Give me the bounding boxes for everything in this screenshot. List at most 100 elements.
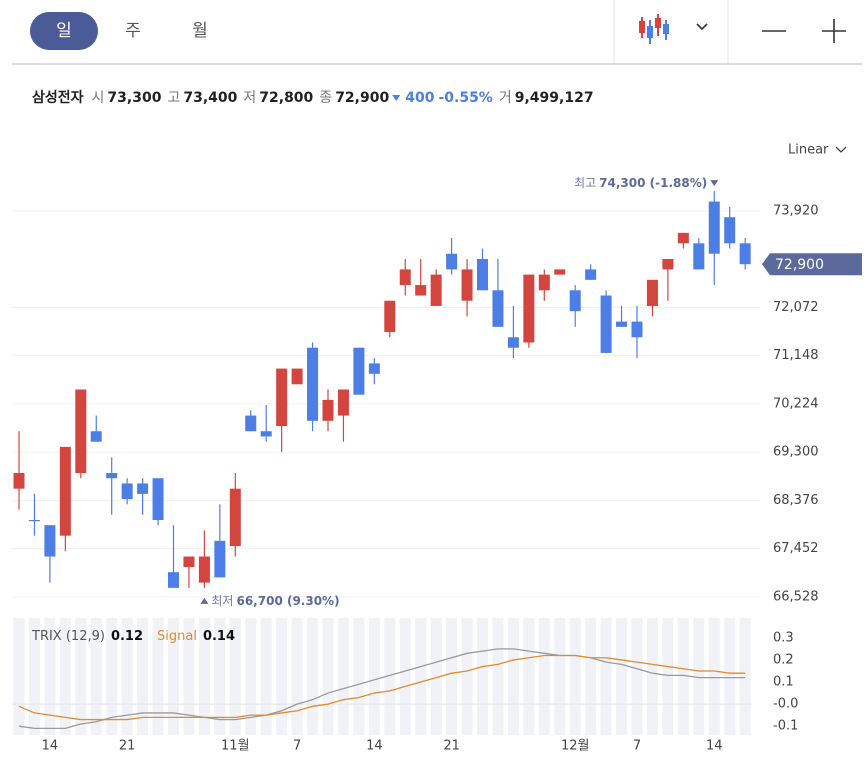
scale-chevron[interactable] [835, 146, 847, 153]
x-tick-label: 14 [706, 739, 723, 754]
candle-body [90, 431, 102, 442]
field-value: 73,300 [107, 90, 161, 106]
candle-body [198, 556, 210, 583]
legend: TRIX (12,9) 0.12 Signal 0.14 [31, 629, 235, 644]
x-tick-label: 7 [293, 739, 301, 754]
column-band [276, 618, 288, 735]
column-band [600, 618, 612, 735]
column-band [554, 618, 566, 735]
candle-body [137, 483, 149, 494]
column-band [507, 618, 519, 735]
zoom-in[interactable] [822, 19, 846, 43]
candle-body [631, 321, 643, 338]
column-band [121, 618, 133, 735]
column-band [724, 618, 736, 735]
x-tick-label: 11월 [221, 739, 250, 754]
column-band [44, 618, 56, 735]
tab[interactable]: 주 [125, 21, 141, 41]
chart-type-icon[interactable] [639, 14, 669, 44]
legend-value: 0.12 [111, 629, 143, 644]
x-tick-label: 14 [42, 739, 59, 754]
column-band [75, 618, 87, 735]
column-band [585, 618, 597, 735]
candle-body [260, 431, 272, 437]
tab-active-bg[interactable] [30, 12, 98, 50]
column-band [353, 618, 365, 735]
column-band [368, 618, 380, 735]
field-value: 72,800 [259, 90, 313, 106]
stock-name: 삼성전자 [32, 89, 84, 106]
candle-body [152, 478, 164, 520]
legend-name: Signal [157, 629, 197, 644]
min-value: 66,700 (9.30%) [236, 593, 339, 607]
candle-body [368, 363, 380, 374]
candle-body [229, 488, 241, 547]
column-band [307, 618, 319, 735]
column-band [538, 618, 550, 735]
column-band [152, 618, 164, 735]
candle-body [121, 483, 133, 500]
tab[interactable]: 월 [192, 21, 208, 41]
candle-body [307, 347, 319, 421]
candle-body [523, 274, 535, 343]
candle-body [538, 274, 550, 291]
stock-info: 삼성전자 시 73,300 고 73,400 저 72,800 종 72,900 400 -0.55… [32, 89, 594, 106]
candle-body [214, 540, 226, 578]
column-band [229, 618, 241, 735]
max-annotation: 최고 74,300 (-1.88%) [574, 176, 707, 190]
scale-toggle[interactable]: Linear [788, 143, 829, 158]
column-band [59, 618, 71, 735]
candle-body [477, 258, 488, 291]
column-band [198, 618, 210, 735]
column-band [106, 618, 118, 735]
field-label: 고 [167, 90, 180, 106]
candle-body [28, 519, 40, 522]
min-marker [200, 597, 209, 604]
candle-body [662, 258, 674, 270]
x-tick-label: 21 [443, 739, 460, 754]
column-band [137, 618, 149, 735]
y-tick-label: 71,148 [773, 348, 819, 363]
volume-label: 거 [499, 90, 512, 106]
column-band [477, 618, 488, 735]
candle-body [554, 269, 566, 275]
tab[interactable]: 일 [56, 21, 72, 41]
candle-body [322, 399, 334, 421]
column-band [662, 618, 674, 735]
column-band [461, 618, 473, 735]
column-band [646, 618, 658, 735]
candle-body [724, 217, 736, 244]
last-price-badge [762, 253, 862, 276]
candle-body [337, 389, 349, 416]
legend-value: 0.14 [203, 629, 235, 644]
candle-body [646, 279, 658, 306]
dropdown-chevron[interactable] [696, 23, 708, 31]
candle-body [276, 368, 288, 427]
column-band [708, 618, 720, 735]
trix-line [18, 648, 746, 730]
candle-body [168, 572, 179, 588]
y-tick-label: 72,072 [773, 300, 819, 315]
field-label: 저 [243, 90, 256, 106]
candle-body [75, 389, 87, 474]
column-band [739, 618, 751, 735]
column-band [631, 618, 643, 735]
y-tick-label: 69,300 [773, 445, 819, 460]
column-band [616, 618, 628, 735]
candle-body [677, 232, 689, 244]
column-band [677, 618, 689, 735]
column-band [28, 618, 40, 735]
column-band [446, 618, 458, 735]
column-band [291, 618, 303, 735]
candle-body [507, 337, 519, 348]
column-band [399, 618, 411, 735]
candle-body [245, 415, 257, 432]
y-tick-label: 0.3 [773, 630, 794, 645]
candle-body [446, 253, 458, 270]
column-band [693, 618, 705, 735]
candle-body [693, 243, 705, 270]
candle-body [59, 446, 71, 536]
down-arrow [392, 95, 401, 101]
y-tick-label: 0.1 [773, 675, 794, 690]
